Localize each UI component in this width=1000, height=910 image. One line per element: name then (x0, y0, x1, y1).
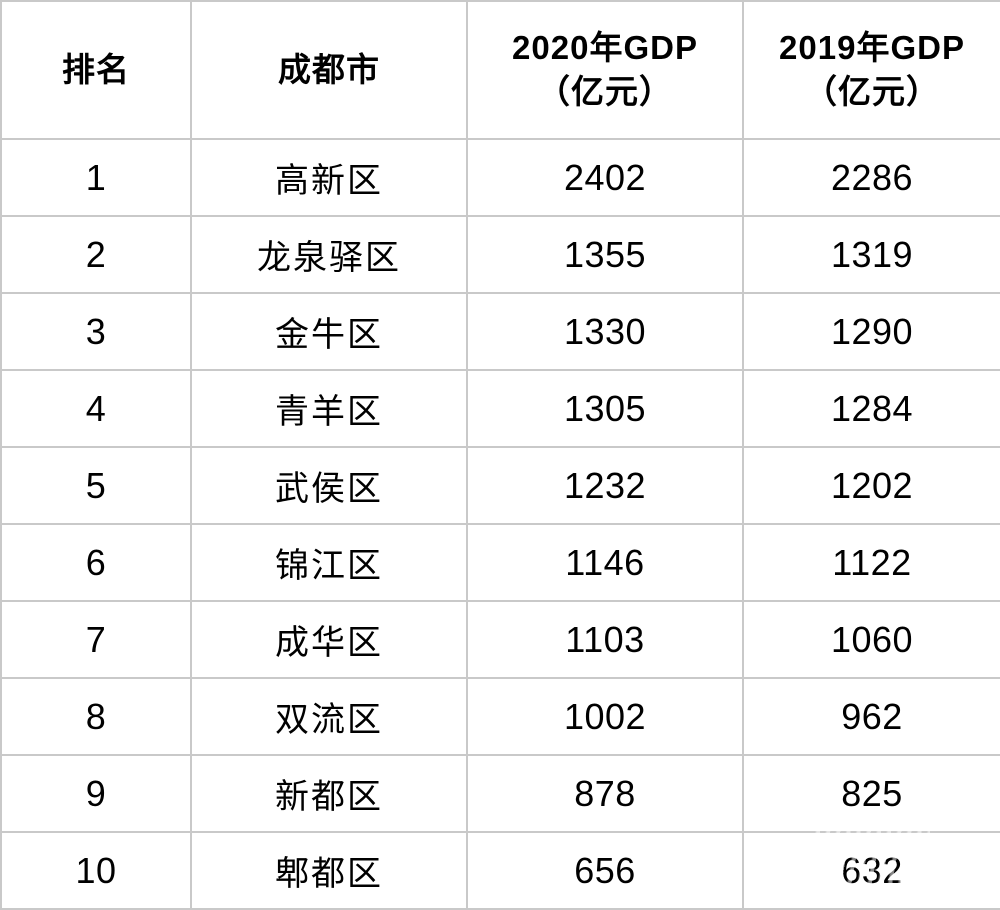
gdp-2019-cell: 1202 (742, 446, 1000, 525)
gdp-2020-cell: 1330 (466, 292, 744, 371)
rank-cell: 7 (0, 600, 192, 679)
table-body: 1 高新区 2402 2286 2 龙泉驿区 1355 1319 3 金牛区 1330 1290 4 青羊… (0, 138, 1000, 910)
header-row: 排名 成都市 2020年GDP （亿元） 2019年GDP （亿元） (0, 0, 1000, 140)
header-city-label: 成都市 (278, 51, 380, 89)
rank-cell: 2 (0, 215, 192, 294)
table-row: 2 龙泉驿区 1355 1319 (0, 215, 1000, 294)
district-cell: 高新区 (190, 138, 468, 217)
table-row: 7 成华区 1103 1060 (0, 600, 1000, 679)
gdp-2020-cell: 2402 (466, 138, 744, 217)
table-row: 4 青羊区 1305 1284 (0, 369, 1000, 448)
rank-cell: 10 (0, 831, 192, 910)
table-row: 10 郫都区 656 632 (0, 831, 1000, 910)
gdp-2020-cell: 1232 (466, 446, 744, 525)
gdp-2020-cell: 656 (466, 831, 744, 910)
header-rank: 排名 (0, 0, 192, 140)
district-cell: 龙泉驿区 (190, 215, 468, 294)
gdp-2020-cell: 1355 (466, 215, 744, 294)
district-cell: 双流区 (190, 677, 468, 756)
district-cell: 青羊区 (190, 369, 468, 448)
header-gdp-2019: 2019年GDP （亿元） (742, 0, 1000, 140)
rank-cell: 3 (0, 292, 192, 371)
rank-cell: 8 (0, 677, 192, 756)
gdp-2019-cell: 632 (742, 831, 1000, 910)
gdp-2019-cell: 1122 (742, 523, 1000, 602)
table-row: 8 双流区 1002 962 (0, 677, 1000, 756)
table-row: 3 金牛区 1330 1290 (0, 292, 1000, 371)
rank-cell: 4 (0, 369, 192, 448)
header-gdp-2020-unit: （亿元） (537, 73, 673, 110)
district-cell: 成华区 (190, 600, 468, 679)
rank-cell: 5 (0, 446, 192, 525)
header-rank-label: 排名 (62, 51, 130, 89)
gdp-2019-cell: 1060 (742, 600, 1000, 679)
header-gdp-2020: 2020年GDP （亿元） (466, 0, 744, 140)
rank-cell: 6 (0, 523, 192, 602)
gdp-2019-cell: 1284 (742, 369, 1000, 448)
district-cell: 新都区 (190, 754, 468, 833)
district-cell: 郫都区 (190, 831, 468, 910)
table-row: 1 高新区 2402 2286 (0, 138, 1000, 217)
district-cell: 金牛区 (190, 292, 468, 371)
rank-cell: 1 (0, 138, 192, 217)
header-gdp-2019-label: 2019年GDP (779, 29, 965, 67)
rank-cell: 9 (0, 754, 192, 833)
gdp-2019-cell: 825 (742, 754, 1000, 833)
gdp-2020-cell: 1146 (466, 523, 744, 602)
table-row: 5 武侯区 1232 1202 (0, 446, 1000, 525)
gdp-2019-cell: 2286 (742, 138, 1000, 217)
district-cell: 锦江区 (190, 523, 468, 602)
gdp-2019-cell: 1319 (742, 215, 1000, 294)
gdp-2019-cell: 1290 (742, 292, 1000, 371)
header-gdp-2019-unit: （亿元） (804, 73, 940, 110)
header-city: 成都市 (190, 0, 468, 140)
table-row: 6 锦江区 1146 1122 (0, 523, 1000, 602)
gdp-2020-cell: 1002 (466, 677, 744, 756)
district-cell: 武侯区 (190, 446, 468, 525)
gdp-2020-cell: 1103 (466, 600, 744, 679)
gdp-2019-cell: 962 (742, 677, 1000, 756)
header-gdp-2020-label: 2020年GDP (512, 29, 698, 67)
gdp-2020-cell: 1305 (466, 369, 744, 448)
table-row: 9 新都区 878 825 (0, 754, 1000, 833)
gdp-2020-cell: 878 (466, 754, 744, 833)
